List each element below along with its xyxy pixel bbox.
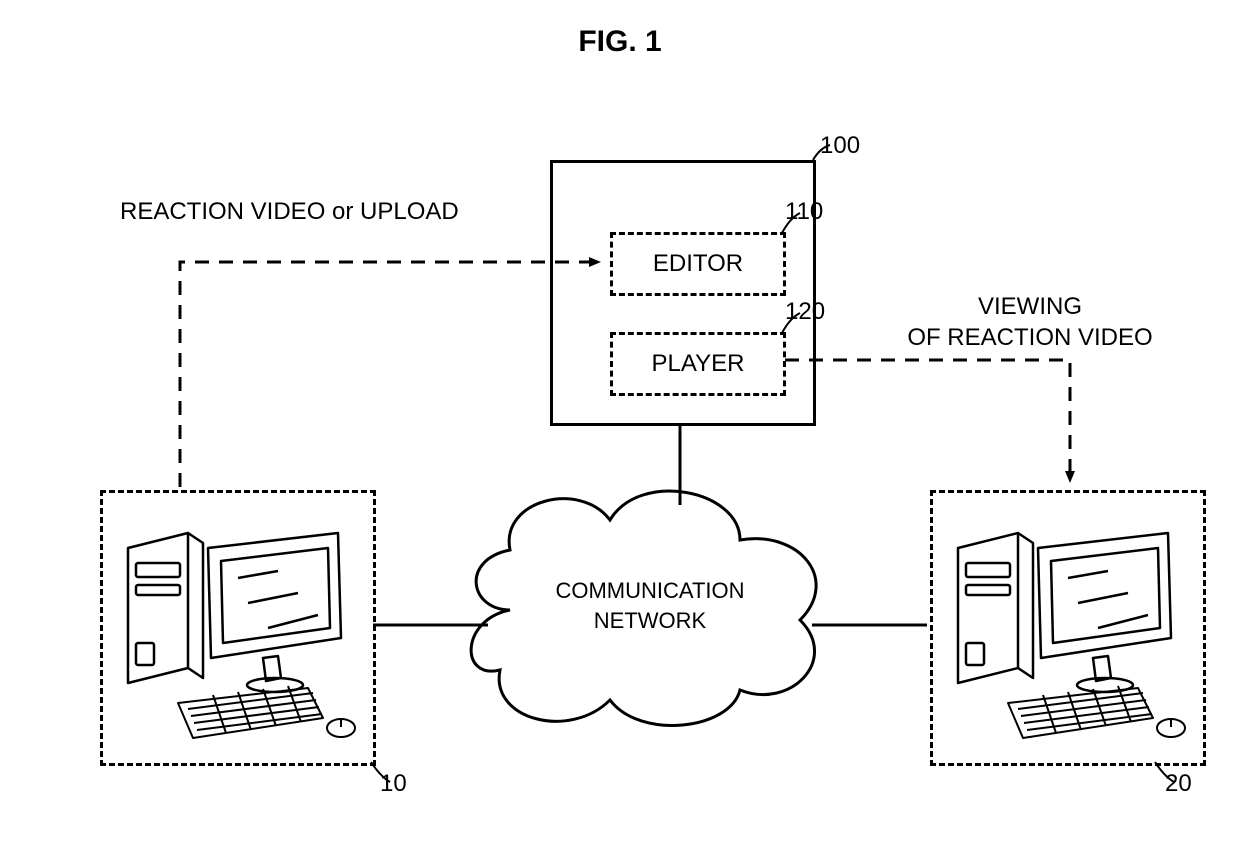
player-label: PLAYER: [652, 350, 745, 378]
figure-title: FIG. 1: [578, 25, 661, 59]
client-left-box: [100, 490, 376, 766]
diagram-canvas: FIG. 1 EDITOR PLAYER: [0, 0, 1240, 858]
ref-100: 100: [820, 132, 860, 160]
editor-box: EDITOR: [610, 232, 786, 296]
editor-label: EDITOR: [653, 250, 743, 278]
ref-20: 20: [1165, 770, 1192, 798]
ref-110: 110: [785, 198, 823, 226]
network-label-line2: NETWORK: [594, 608, 707, 633]
viewing-label: VIEWING OF REACTION VIDEO: [870, 260, 1190, 354]
ref-120: 120: [785, 298, 825, 326]
network-label-line1: COMMUNICATION: [555, 578, 744, 603]
ref-10: 10: [380, 770, 407, 798]
upload-label: REACTION VIDEO or UPLOAD: [120, 196, 530, 227]
computer-left-icon: [103, 493, 373, 763]
client-right-box: [930, 490, 1206, 766]
cloud-icon: [471, 491, 816, 725]
player-box: PLAYER: [610, 332, 786, 396]
computer-right-icon: [933, 493, 1203, 763]
